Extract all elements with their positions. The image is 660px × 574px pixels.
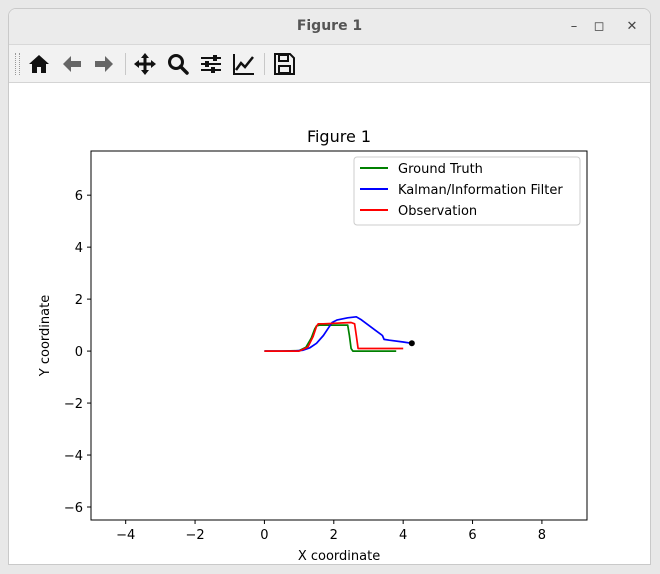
x-tick-label: 8 [538, 528, 546, 543]
current-position-marker [408, 340, 415, 347]
y-tick-label: −6 [64, 501, 83, 516]
home-icon[interactable] [26, 51, 52, 77]
x-tick-label: 4 [399, 528, 407, 543]
configure-subplots-icon[interactable] [198, 51, 224, 77]
y-tick-label: 4 [75, 241, 83, 256]
window-title: Figure 1 [296, 18, 363, 34]
y-axis-label: Y coordinate [38, 295, 53, 377]
legend-label: Ground Truth [398, 162, 483, 177]
zoom-icon[interactable] [165, 51, 191, 77]
y-tick-label: 2 [75, 293, 83, 308]
series-line-2 [264, 321, 404, 352]
plot-svg[interactable]: Figure 1 −4 −2 0 2 4 6 8 −6 −4 −2 0 2 4 6 Ground Trut… [9, 83, 650, 564]
legend-box [353, 156, 581, 226]
save-icon[interactable] [271, 51, 297, 77]
maximize-icon[interactable]: ◻ [593, 19, 605, 34]
x-tick-label: −4 [116, 528, 135, 543]
x-axis-label: X coordinate [298, 549, 380, 564]
navigation-toolbar [9, 45, 650, 83]
y-tick-label: 6 [75, 189, 83, 204]
chart-title: Figure 1 [307, 127, 371, 146]
edit-axis-icon[interactable] [231, 51, 257, 77]
legend: Ground Truth Kalman/Information Filter Obs… [353, 156, 581, 226]
legend-label: Kalman/Information Filter [398, 183, 563, 198]
y-tick-label: 0 [75, 345, 83, 360]
x-tick-label: −2 [185, 528, 204, 543]
x-tick-label: 2 [330, 528, 338, 543]
axes-frame [90, 150, 588, 521]
title-bar: Figure 1 – ◻ ✕ [9, 9, 650, 45]
figure-window: Figure 1 – ◻ ✕ [8, 8, 651, 565]
minimize-icon[interactable]: – [570, 19, 578, 34]
forward-arrow-icon[interactable] [91, 51, 117, 77]
toolbar-separator [125, 53, 126, 75]
y-tick-label: −2 [64, 397, 83, 412]
toolbar-grip[interactable] [15, 53, 20, 75]
x-tick-label: 6 [468, 528, 476, 543]
figure-canvas[interactable]: Figure 1 −4 −2 0 2 4 6 8 −6 −4 −2 0 2 4 6 Ground Trut… [9, 83, 650, 564]
legend-label: Observation [398, 204, 477, 219]
pan-icon[interactable] [132, 51, 158, 77]
back-arrow-icon[interactable] [59, 51, 85, 77]
close-icon[interactable]: ✕ [626, 19, 638, 34]
y-tick-label: −4 [64, 449, 83, 464]
x-tick-label: 0 [260, 528, 268, 543]
series-line-0 [264, 324, 397, 352]
series-line-1 [264, 315, 412, 352]
toolbar-separator [264, 53, 265, 75]
